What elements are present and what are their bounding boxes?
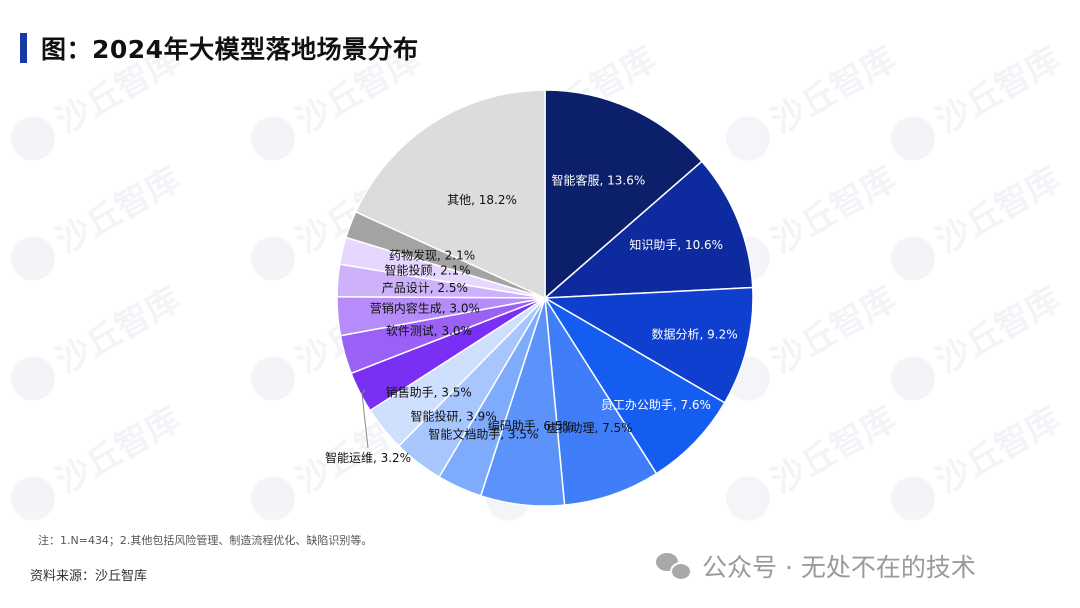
svg-text:沙丘智库: 沙丘智库	[50, 159, 188, 262]
leader-lines	[361, 389, 369, 449]
svg-text:沙丘智库: 沙丘智库	[50, 279, 188, 382]
source-note: 资料来源：沙丘智库	[30, 569, 148, 584]
title-accent-bar	[20, 33, 27, 63]
watermark-logo: 沙丘智库	[11, 159, 188, 281]
slice-label-智能文档助手: 智能文档助手, 3.5%	[428, 427, 538, 442]
watermark-logo: 沙丘智库	[891, 279, 1068, 401]
slice-label-软件测试: 软件测试, 3.0%	[386, 323, 472, 338]
title-bar: 图：2024年大模型落地场景分布	[20, 30, 419, 66]
watermark-logo: 沙丘智库	[891, 159, 1068, 281]
svg-text:沙丘智库: 沙丘智库	[765, 279, 903, 382]
slice-label-知识助手: 知识助手, 10.6%	[629, 238, 723, 252]
slice-label-营销内容生成: 营销内容生成, 3.0%	[370, 301, 480, 316]
svg-text:沙丘智库: 沙丘智库	[930, 399, 1068, 502]
svg-text:沙丘智库: 沙丘智库	[930, 159, 1068, 262]
brand-text: 公众号 · 无处不在的技术	[702, 553, 976, 582]
svg-text:沙丘智库: 沙丘智库	[930, 279, 1068, 382]
slice-label-虚拟助理: 虚拟助理, 7.5%	[546, 421, 632, 435]
pie-slices	[336, 89, 754, 507]
slice-label-销售助手: 销售助手, 3.5%	[386, 384, 472, 399]
chart-title: 图：2024年大模型落地场景分布	[41, 35, 419, 64]
footnote: 注：1.N=434；2.其他包括风险管理、制造流程优化、缺陷识别等。	[38, 534, 373, 547]
pie-slice-知识助手[interactable]	[542, 160, 754, 299]
pie-slice-其他[interactable]	[354, 89, 546, 300]
leader-line	[361, 389, 369, 449]
pie-slice-智能客服[interactable]	[544, 89, 703, 300]
slice-label-智能投研: 智能投研, 3.9%	[411, 409, 497, 424]
watermark-logo: 沙丘智库	[891, 39, 1068, 161]
slice-label-数据分析: 数据分析, 9.2%	[652, 326, 738, 341]
pie-slice-虚拟助理[interactable]	[544, 297, 658, 506]
slice-label-产品设计: 产品设计, 2.5%	[382, 281, 468, 295]
slice-label-智能运维: 智能运维, 3.2%	[325, 450, 411, 465]
watermark-logo: 沙丘智库	[726, 399, 903, 521]
slice-label-编码助手: 编码助手, 6.5%	[488, 418, 574, 433]
svg-text:沙丘智库: 沙丘智库	[930, 39, 1068, 142]
slice-label-智能客服: 智能客服, 13.6%	[552, 173, 646, 188]
brand-watermark: 公众号 · 无处不在的技术	[656, 548, 976, 584]
watermark-logo: 沙丘智库	[11, 279, 188, 401]
pie-slice-员工办公助手[interactable]	[544, 297, 726, 475]
slice-label-药物发现: 药物发现, 2.1%	[389, 247, 475, 262]
svg-text:沙丘智库: 沙丘智库	[765, 159, 903, 262]
slice-label-其他: 其他, 18.2%	[447, 193, 517, 207]
slice-label-员工办公助手: 员工办公助手, 7.6%	[601, 397, 711, 412]
watermark-logo: 沙丘智库	[891, 399, 1068, 521]
watermark-logo: 沙丘智库	[11, 399, 188, 521]
wechat-icon	[656, 553, 692, 581]
svg-text:沙丘智库: 沙丘智库	[765, 39, 903, 142]
slice-labels: 智能客服, 13.6% 知识助手, 10.6% 数据分析, 9.2% 员工办公助手, …	[325, 173, 738, 465]
watermark-logo: 沙丘智库	[726, 39, 903, 161]
svg-text:沙丘智库: 沙丘智库	[50, 399, 188, 502]
slice-label-智能投顾: 智能投顾, 2.1%	[384, 263, 470, 278]
svg-text:沙丘智库: 沙丘智库	[765, 399, 903, 502]
pie-slice-数据分析[interactable]	[542, 286, 754, 404]
